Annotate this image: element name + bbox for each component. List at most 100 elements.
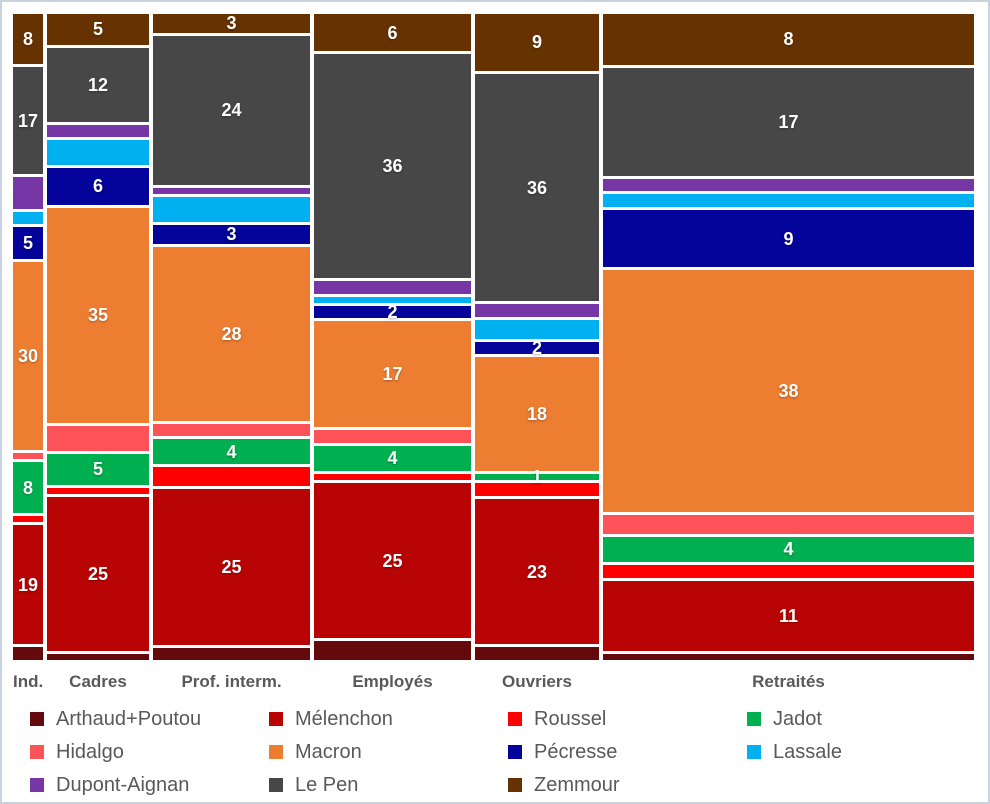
segment-value-label: 2 [531,338,542,359]
mosaic-segment: 30 [13,261,43,451]
mosaic-segment: 24 [153,35,310,185]
mosaic-segment [153,647,310,660]
category-label: Employés [352,672,433,691]
mosaic-segment: 18 [475,357,599,472]
mosaic-segment: 38 [603,270,974,512]
legend-label: Macron [295,741,362,763]
mosaic-segment [153,424,310,437]
legend-swatch [269,778,283,792]
segment-value-label: 5 [92,459,103,480]
legend-item: Pécresse [508,739,741,765]
mosaic-segment [47,426,149,451]
mosaic-segment: 2 [475,338,599,359]
segment-value-label: 18 [526,404,548,425]
legend-swatch [747,745,761,759]
segment-value-label: 9 [783,228,794,249]
mosaic-column-3: 3 24 3 28 4 25 [153,14,310,660]
mosaic-segment [13,515,43,522]
category-axis: Ind. Cadres Prof. interm. Employés Ouvriers R… [13,672,974,692]
legend-item: Mélenchon [269,706,502,732]
segment-value-label: 38 [778,380,799,401]
mosaic-segment: 19 [13,524,43,645]
mosaic-segment: 9 [475,14,599,71]
category-label: Retraités [752,672,825,691]
mosaic-segment: 25 [314,482,471,639]
segment-value-label: 6 [387,22,398,43]
mosaic-segment: 5 [47,453,149,485]
mosaic-segment [47,653,149,660]
mosaic-segment [13,211,43,225]
segment-value-label: 17 [17,110,39,131]
category-label: Prof. interm. [181,672,282,691]
segment-value-label: 4 [226,441,237,462]
segment-value-label: 28 [221,323,242,344]
segment-value-label: 19 [17,574,39,595]
mosaic-segment [475,647,599,660]
mosaic-segment: 17 [13,67,43,175]
mosaic-segment [314,473,471,480]
mosaic-segment: 36 [314,54,471,279]
legend-swatch [30,778,44,792]
mosaic-segment: 8 [603,14,974,65]
segment-value-label: 25 [87,563,109,584]
mosaic-segment [603,514,974,534]
segment-value-label: 12 [87,74,109,95]
mosaic-segment: 28 [153,246,310,421]
mosaic-chart: 8 17 5 30 8 19 5 12 6 35 5 25 3 24 3 28 4 25 6 36 2 17 4 25 9 36 2… [13,14,974,660]
segment-value-label: 35 [87,305,109,326]
legend-item: Dupont-Aignan [30,772,263,798]
mosaic-segment: 8 [13,14,43,65]
mosaic-segment [153,188,310,195]
mosaic-segment: 4 [153,439,310,465]
mosaic-segment: 5 [13,227,43,259]
segment-value-label: 30 [17,345,39,366]
legend-label: Lassale [773,741,842,763]
mosaic-segment [475,483,599,497]
mosaic-segment [314,430,471,443]
legend-item: Zemmour [508,772,741,798]
legend-item: Arthaud+Poutou [30,706,263,732]
legend-swatch [508,778,522,792]
mosaic-segment [13,647,43,660]
mosaic-segment: 4 [314,445,471,471]
segment-value-label: 8 [783,29,794,50]
segment-value-label: 24 [221,100,242,121]
category-label: Cadres [69,672,127,691]
segment-value-label: 8 [22,29,33,50]
segment-value-label: 3 [226,13,237,34]
mosaic-segment: 5 [47,14,149,45]
segment-value-label: 2 [387,302,398,323]
segment-value-label: 25 [382,550,403,571]
category-label: Ouvriers [502,672,572,691]
mosaic-segment [475,319,599,339]
mosaic-segment [603,653,974,660]
segment-value-label: 1 [531,467,542,488]
mosaic-column-5: 9 36 2 18 1 23 [475,14,599,660]
legend-label: Hidalgo [56,741,124,763]
legend-label: Jadot [773,708,822,730]
legend-item: Macron [269,739,502,765]
segment-value-label: 9 [531,32,542,53]
segment-value-label: 36 [526,177,548,198]
mosaic-segment [314,281,471,294]
legend-swatch [269,712,283,726]
mosaic-segment [603,178,974,192]
mosaic-segment: 12 [47,47,149,122]
legend-label: Mélenchon [295,708,393,730]
legend-swatch [747,712,761,726]
mosaic-segment [603,565,974,578]
mosaic-segment [314,641,471,660]
segment-value-label: 5 [22,232,33,253]
mosaic-segment [314,296,471,303]
segment-value-label: 4 [783,539,794,560]
mosaic-segment: 17 [603,67,974,176]
legend-label: Le Pen [295,774,359,796]
legend-swatch [508,712,522,726]
segment-value-label: 8 [22,477,33,498]
mosaic-segment [153,467,310,486]
mosaic-segment [47,140,149,165]
mosaic-column-6: 8 17 9 38 4 11 [603,14,974,660]
legend-item: Lassale [747,739,980,765]
mosaic-segment: 36 [475,73,599,302]
mosaic-segment [475,304,599,317]
